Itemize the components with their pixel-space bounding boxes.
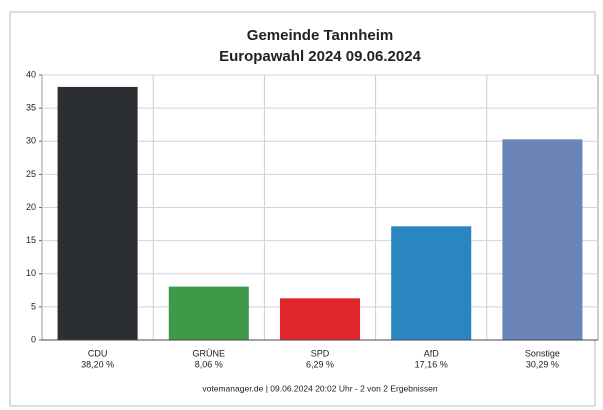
chart-title: Gemeinde Tannheim	[247, 27, 393, 44]
y-tick-label: 20	[26, 202, 36, 212]
footer: votemanager.de | 09.06.2024 20:02 Uhr - …	[202, 383, 437, 393]
x-tick-label: Sonstige	[525, 348, 560, 358]
bar	[57, 86, 138, 340]
bar	[502, 139, 583, 340]
y-tick-label: 0	[31, 334, 36, 344]
y-tick-label: 25	[26, 169, 36, 179]
bar	[391, 226, 472, 340]
x-tick-label: GRÜNE	[193, 348, 226, 358]
value-label: 6,29 %	[306, 359, 334, 369]
value-label: 30,29 %	[526, 359, 559, 369]
y-tick-label: 5	[31, 301, 36, 311]
chart-subtitle: Europawahl 2024 09.06.2024	[219, 48, 421, 65]
x-tick-label: CDU	[88, 348, 108, 358]
y-tick-label: 35	[26, 103, 36, 113]
value-label: 38,20 %	[81, 359, 114, 369]
value-label: 17,16 %	[415, 359, 448, 369]
value-label: 8,06 %	[195, 359, 223, 369]
x-tick-label: SPD	[311, 348, 330, 358]
y-tick-label: 30	[26, 136, 36, 146]
bar	[168, 286, 249, 340]
bar	[279, 298, 361, 340]
y-tick-label: 15	[26, 235, 36, 245]
y-tick-label: 10	[26, 268, 36, 278]
x-tick-label: AfD	[424, 348, 440, 358]
y-tick-label: 40	[26, 69, 36, 79]
